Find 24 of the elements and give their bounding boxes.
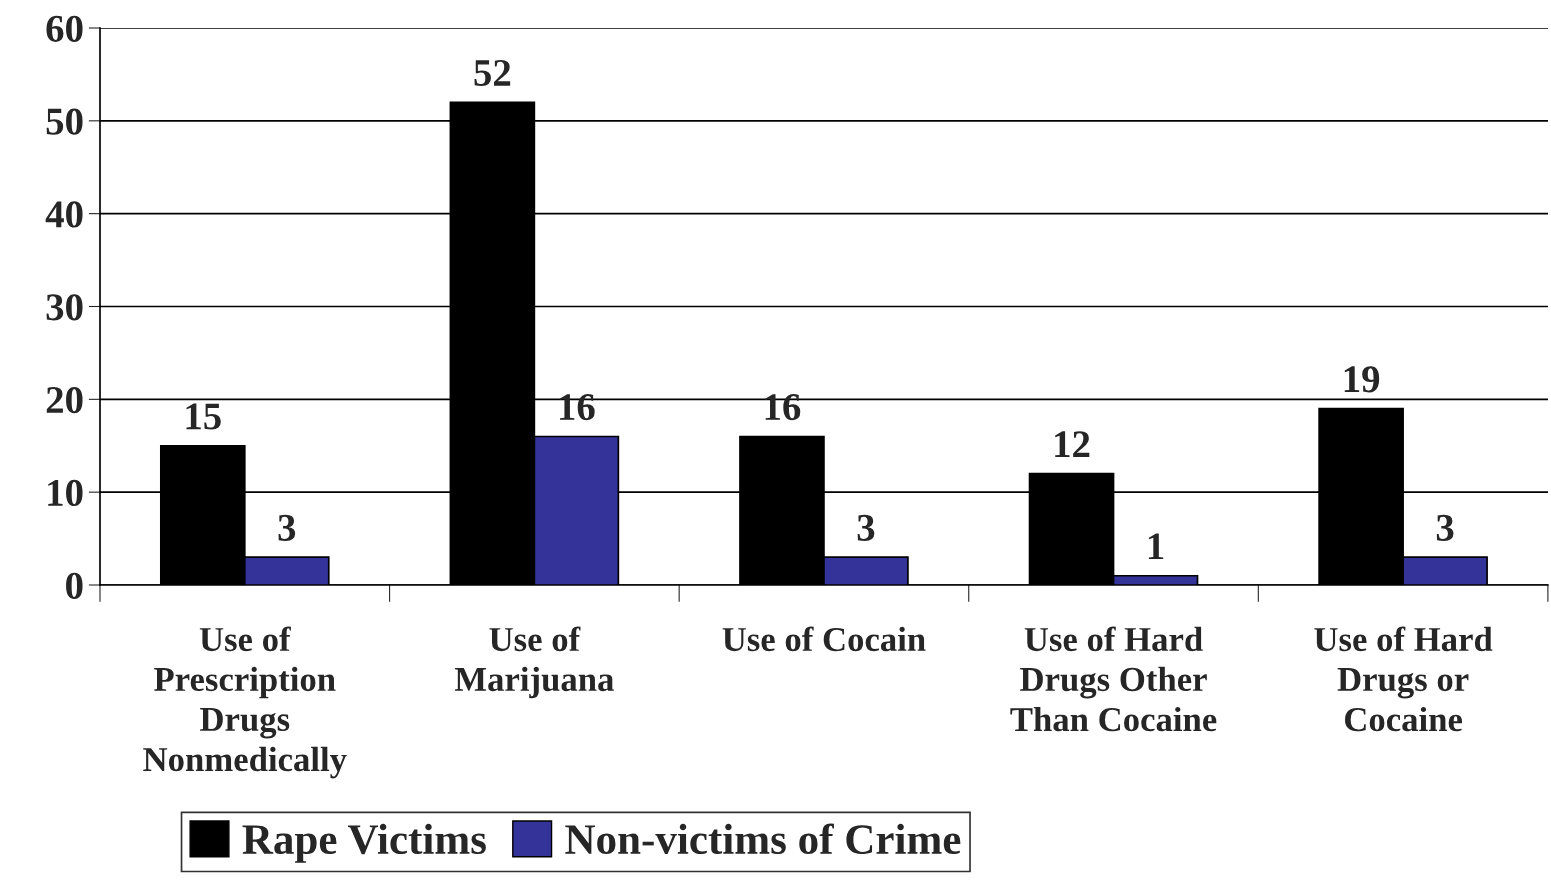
data-label: 12	[1055, 431, 1090, 457]
y-tick-label: 0	[66, 572, 83, 599]
y-tick-label: 60	[46, 15, 83, 42]
y-tick-label: 30	[46, 294, 83, 321]
legend-label: Rape Victims	[242, 823, 486, 863]
x-tick-label: Use of Cocain	[722, 626, 926, 652]
data-label: 16	[560, 394, 595, 421]
data-label: 3	[278, 514, 296, 541]
data-label: 16	[765, 394, 801, 421]
y-tick-label: 20	[46, 386, 83, 414]
x-tick-label: Use of Hard Drugs Other Than Cocaine	[1010, 626, 1217, 732]
legend-label: Non-victims of Crime	[565, 823, 961, 855]
y-tick-label: 50	[46, 108, 83, 135]
x-tick-label: Use of Hard Drugs or Cocaine	[1314, 626, 1493, 732]
x-tick-label: Use of Marijuana	[454, 626, 614, 699]
data-label: 3	[857, 514, 875, 541]
data-label: 1	[1148, 533, 1164, 560]
data-label: 15	[186, 403, 221, 430]
data-label: 52	[474, 59, 511, 87]
y-tick-label: 10	[48, 479, 83, 507]
y-tick-label: 40	[45, 201, 83, 228]
x-tick-label: Use of Prescription Drugs Nonmedically	[143, 626, 347, 779]
data-label: 3	[1436, 514, 1454, 541]
data-label: 19	[1344, 366, 1380, 393]
